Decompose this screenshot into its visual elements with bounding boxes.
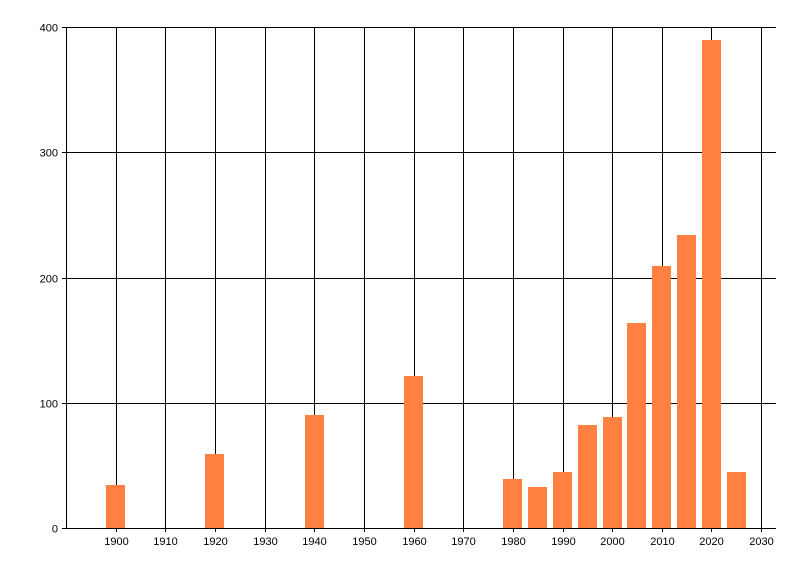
bar-1900 [106,485,125,528]
x-tick-label-1940: 1940 [302,536,326,548]
y-tick-label-100: 100 [40,399,58,411]
bar-2010 [652,266,671,528]
bar-2025 [727,472,746,528]
y-tick-label-200: 200 [40,274,58,286]
axes [66,27,776,529]
x-tick-label-2030: 2030 [749,536,773,548]
x-tick-label-1900: 1900 [104,536,128,548]
bar-1940 [305,415,324,528]
bar-2000 [603,417,622,528]
y-tick-label-300: 300 [40,148,58,160]
x-tick-label-1990: 1990 [551,536,575,548]
y-tick-label-0: 0 [52,524,58,536]
bar-1990 [553,472,572,528]
bar-1980 [503,479,522,528]
bar-2015 [677,235,696,528]
x-tick-label-2010: 2010 [650,536,674,548]
bar-2020 [702,40,721,528]
bar-2005 [627,323,646,528]
bar-1995 [578,425,597,528]
x-tick-label-1920: 1920 [203,536,227,548]
bars [106,40,746,528]
bar-1920 [205,454,224,528]
tick-labels: 1900 1910 1920 1930 1940 1950 1960 1970 1980 1990… [40,23,774,549]
x-tick-label-1910: 1910 [153,536,177,548]
x-tick-label-1960: 1960 [402,536,426,548]
x-tick-label-1980: 1980 [501,536,525,548]
y-tick-label-400: 400 [40,23,58,35]
x-tick-label-1970: 1970 [451,536,475,548]
x-tick-label-1930: 1930 [253,536,277,548]
x-tick-label-2020: 2020 [699,536,723,548]
x-tick-label-1950: 1950 [352,536,376,548]
bar-1960 [404,376,423,528]
bar-1985 [528,487,547,528]
x-tick-label-2000: 2000 [600,536,624,548]
